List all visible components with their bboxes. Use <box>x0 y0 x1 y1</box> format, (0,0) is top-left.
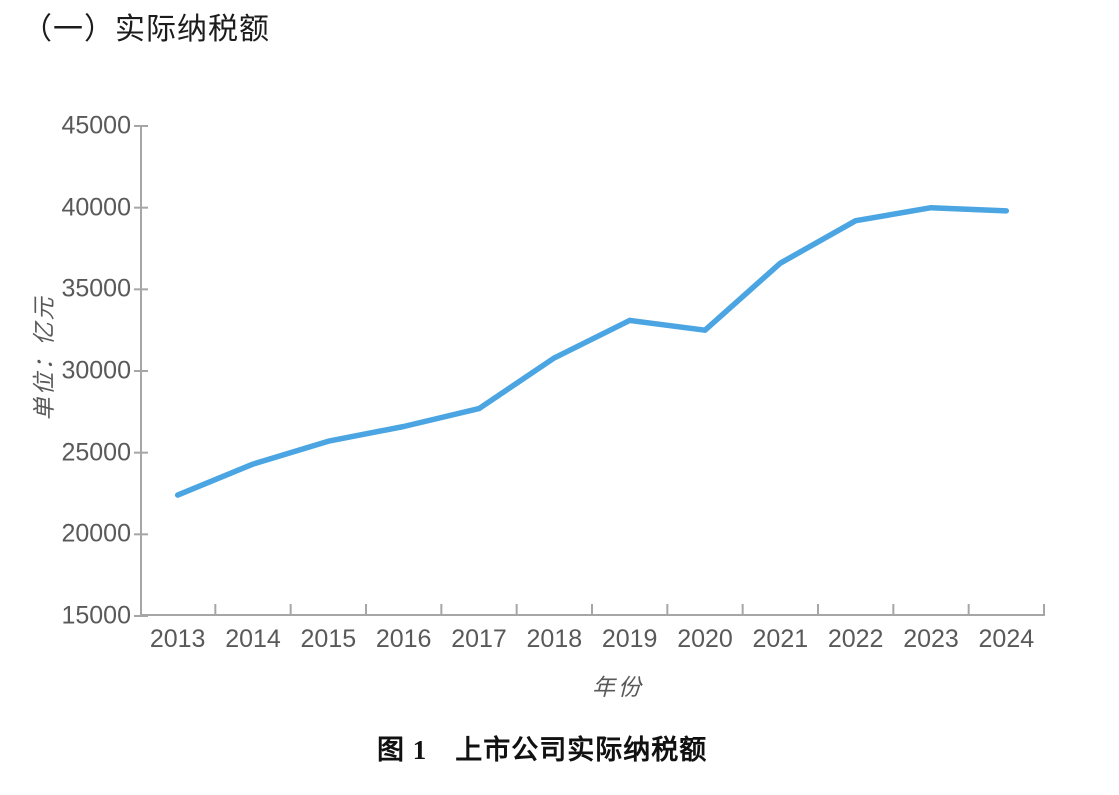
x-axis-title: 年份 <box>592 675 644 700</box>
section-heading: （一）实际纳税额 <box>22 13 270 46</box>
y-tick-label: 20000 <box>61 519 131 548</box>
x-tick-label: 2016 <box>375 625 432 653</box>
x-tick-label: 2020 <box>677 625 733 653</box>
y-tick-label: 40000 <box>61 193 131 222</box>
y-axis-title: 单位：亿元 <box>32 295 57 421</box>
y-tick-label: 45000 <box>61 111 131 140</box>
y-tick-label: 15000 <box>61 601 131 630</box>
x-tick-label: 2023 <box>903 625 959 653</box>
y-tick-label: 30000 <box>61 356 131 385</box>
x-tick-label: 2018 <box>526 625 583 653</box>
y-tick-label: 25000 <box>61 438 131 467</box>
x-tick-label: 2021 <box>752 625 809 653</box>
x-tick-label: 2019 <box>601 625 658 653</box>
x-tick-label: 2017 <box>451 625 507 653</box>
x-tick-label: 2022 <box>827 625 884 653</box>
data-line <box>174 204 1010 498</box>
x-tick-label: 2015 <box>300 625 357 653</box>
x-tick-label: 2014 <box>225 625 281 653</box>
y-tick-label: 35000 <box>61 274 131 303</box>
figure-caption: 图 1 上市公司实际纳税额 <box>377 735 708 765</box>
x-tick-label: 2013 <box>149 625 206 653</box>
x-tick-label: 2024 <box>978 625 1035 653</box>
axes <box>134 125 1045 617</box>
